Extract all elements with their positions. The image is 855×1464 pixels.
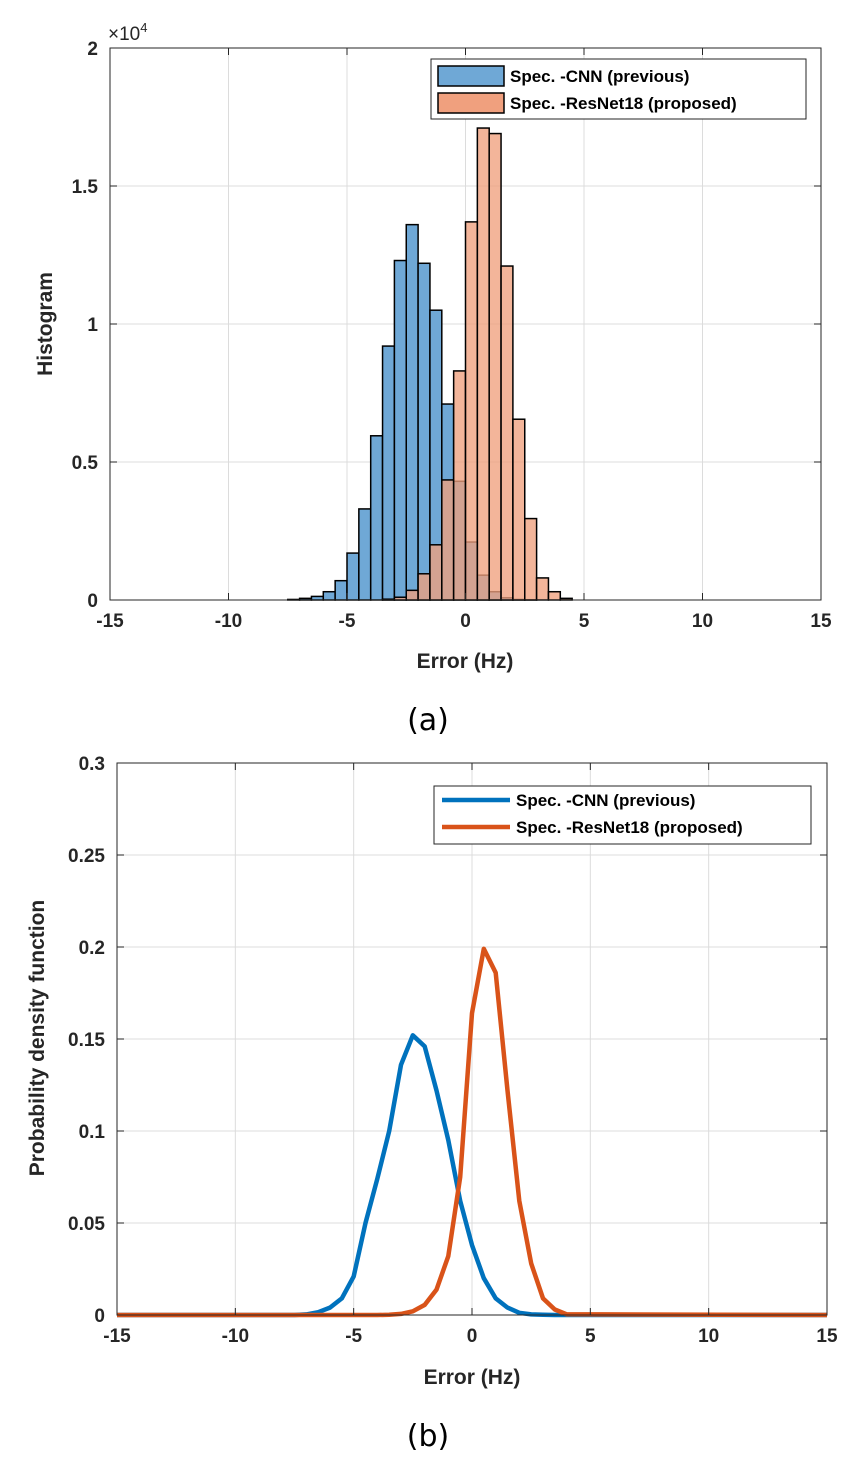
histogram-x-axis-label: Error (Hz)	[417, 650, 514, 673]
histogram-y-axis-label: Histogram	[34, 272, 57, 376]
pdf-ytick-label: 0.05	[68, 1214, 105, 1235]
histogram-bar-cnn	[417, 262, 431, 601]
panel-a-caption: (a)	[407, 703, 449, 738]
histogram-xtick-label: 0	[460, 611, 471, 632]
pdf-legend-box	[433, 785, 812, 845]
histogram-xtick-label: -10	[215, 611, 242, 632]
pdf-legend-label-cnn: Spec. -CNN (previous)	[516, 791, 695, 810]
histogram-legend-swatch-cnn	[437, 65, 505, 87]
panel-b-caption: (b)	[407, 1419, 449, 1454]
histogram-ytick-label: 2	[87, 39, 98, 60]
histogram-ticks: -15 -10 -5 0 5 10 15 0 0.5 1 1.5 2	[72, 39, 832, 632]
pdf-line-resnet18	[117, 946, 828, 1318]
pdf-panel: -15 -10 -5 0 5 10 15 0 0.05 0.1 0.15 0.2 0.25 0.3 Err…	[26, 754, 838, 1454]
histogram-xtick-label: 10	[692, 611, 713, 632]
histogram-bar-resnet18	[452, 370, 467, 601]
histogram-legend: Spec. -CNN (previous) Spec. -ResNet18 (p…	[430, 58, 807, 120]
histogram-ytick-label: 0.5	[72, 453, 99, 474]
pdf-ytick-label: 0.3	[79, 754, 105, 775]
pdf-ytick-label: 0.1	[79, 1122, 106, 1143]
histogram-bar-cnn	[405, 223, 419, 601]
histogram-bar-cnn	[393, 259, 407, 601]
histogram-legend-label-cnn: Spec. -CNN (previous)	[510, 67, 689, 86]
histogram-bar-cnn	[369, 435, 384, 601]
histogram-bar-cnn	[334, 579, 348, 601]
pdf-ytick-label: 0.2	[79, 938, 105, 959]
pdf-xtick-label: 0	[467, 1326, 478, 1347]
pdf-ytick-label: 0.25	[68, 846, 105, 867]
histogram-bar-resnet18	[535, 577, 550, 601]
histogram-bar-resnet18	[547, 590, 562, 601]
histogram-y-exponent: ×104	[108, 20, 147, 45]
histogram-bar-cnn	[346, 552, 360, 601]
histogram-xtick-label: 15	[810, 611, 832, 632]
histogram-bar-resnet18	[429, 544, 443, 601]
histogram-bar-resnet18	[488, 132, 502, 601]
pdf-ticks: -15 -10 -5 0 5 10 15 0 0.05 0.1 0.15 0.2 0.25 0.3	[68, 754, 838, 1347]
histogram-bar-cnn	[310, 595, 325, 601]
pdf-xtick-label: 10	[698, 1326, 719, 1347]
pdf-xtick-label: -10	[222, 1326, 249, 1347]
pdf-y-axis-label: Probability density function	[26, 900, 49, 1177]
histogram-ytick-label: 0	[87, 591, 98, 612]
histogram-bar-resnet18	[524, 517, 538, 601]
pdf-xtick-label: 5	[585, 1326, 596, 1347]
histogram-xtick-label: -15	[96, 611, 124, 632]
histogram-xtick-label: -5	[339, 611, 356, 632]
pdf-ytick-label: 0.15	[68, 1030, 105, 1051]
pdf-xtick-label: -5	[345, 1326, 362, 1347]
histogram-ytick-label: 1.5	[72, 177, 99, 198]
pdf-ytick-label: 0	[94, 1306, 105, 1327]
histogram-xtick-label: 5	[579, 611, 590, 632]
histogram-bar-resnet18	[441, 479, 455, 601]
pdf-xtick-label: 15	[816, 1326, 838, 1347]
histogram-ytick-label: 1	[87, 315, 98, 336]
histogram-bar-cnn	[358, 508, 372, 601]
histogram-bar-resnet18	[500, 265, 514, 601]
histogram-legend-swatch-resnet18	[437, 92, 505, 114]
histogram-bar-resnet18	[476, 127, 490, 601]
histogram-legend-label-resnet18: Spec. -ResNet18 (proposed)	[510, 94, 737, 113]
histogram-bar-cnn	[322, 590, 336, 601]
histogram-bar-resnet18	[464, 221, 479, 601]
histogram-bar-resnet18	[405, 589, 419, 601]
pdf-legend-label-resnet18: Spec. -ResNet18 (proposed)	[516, 818, 743, 837]
pdf-legend: Spec. -CNN (previous) Spec. -ResNet18 (p…	[433, 785, 812, 845]
pdf-xtick-label: -15	[103, 1326, 131, 1347]
histogram-bar-resnet18	[512, 418, 526, 601]
histogram-bar-cnn	[381, 345, 396, 601]
pdf-x-axis-label: Error (Hz)	[424, 1366, 521, 1389]
histogram-bar-resnet18	[417, 573, 431, 601]
